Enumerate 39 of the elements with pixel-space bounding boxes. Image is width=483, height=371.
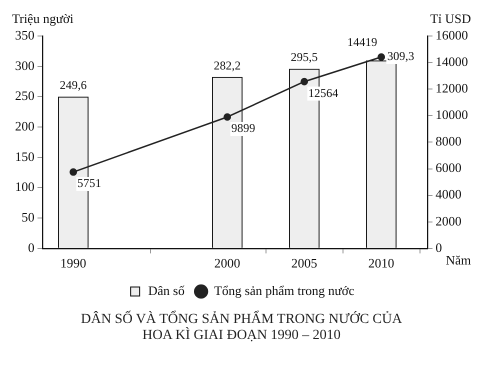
y2-tick-label: 6000 (436, 160, 462, 176)
y-tick-label: 0 (28, 240, 34, 255)
y-axis-title: Triệu người (12, 10, 74, 26)
data-label: 295,5 (290, 50, 318, 64)
y2-axis-title: Tỉ USD (430, 10, 471, 26)
data-label: 282,2 (214, 58, 241, 72)
point (378, 53, 386, 61)
legend-label: Tổng sản phẩm trong nước (214, 282, 355, 298)
y-tick-label: 350 (15, 27, 34, 42)
data-label: 5751 (77, 176, 102, 190)
data-label: 249,6 (60, 78, 87, 92)
y2-tick-label: 8000 (436, 134, 462, 149)
x-tick-label: 2010 (368, 256, 394, 271)
data-label: 309,3 (387, 49, 414, 64)
point (300, 78, 308, 86)
y2-tick-label: 2000 (436, 213, 462, 228)
y2-tick-label: 10000 (436, 107, 468, 122)
x-axis-title: Năm (446, 252, 471, 268)
y-tick-label: 300 (15, 58, 34, 73)
y2-tick-label: 14000 (436, 54, 468, 69)
y2-tick-label: 12000 (436, 80, 468, 96)
data-label: 14419 (347, 35, 378, 50)
y2-tick-label: 4000 (436, 186, 462, 202)
y-tick-label: 200 (15, 118, 34, 134)
legend-label: Dân số (148, 282, 186, 298)
y2-tick-label: 16000 (436, 27, 468, 42)
y-tick-label: 250 (15, 88, 34, 104)
data-label: 12564 (308, 86, 338, 100)
y-tick-label: 100 (15, 179, 34, 194)
y-tick-label: 50 (22, 209, 34, 224)
point (70, 168, 78, 176)
point (224, 113, 232, 121)
x-tick-label: 2005 (291, 256, 318, 271)
x-tick-label: 1990 (60, 256, 86, 271)
y-tick-label: 150 (15, 148, 34, 164)
x-tick-label: 2000 (214, 256, 240, 271)
y2-tick-label: 0 (436, 240, 442, 255)
text: DÂN SỐ VÀ TỔNG SẢN PHẨM TRONG NƯỚC CỦA HOA KÌ GIAI ĐOẠN 1990 – 2010 (80, 312, 404, 344)
data-label: 9899 (231, 121, 256, 136)
